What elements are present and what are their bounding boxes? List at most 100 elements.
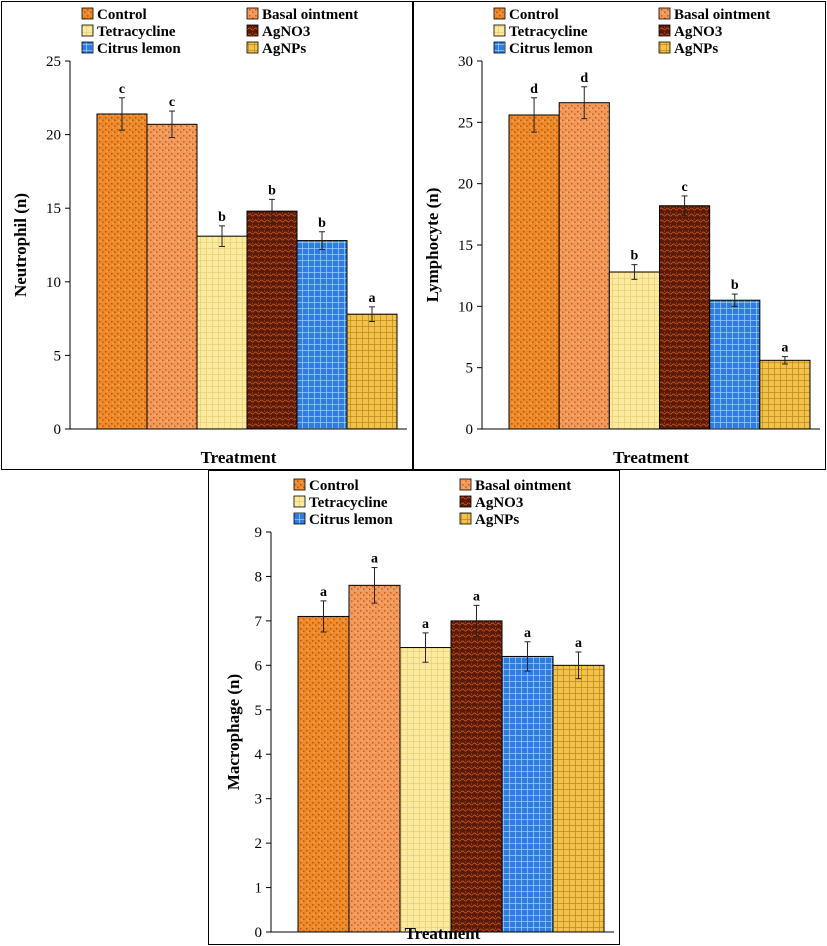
bar-basal-ointment (348, 584, 401, 933)
y-tick-label: 9 (255, 525, 263, 541)
y-tick-label: 5 (255, 703, 263, 719)
legend-label-control: Control (97, 7, 147, 23)
y-tick-label: 8 (255, 569, 263, 585)
y-tick-label: 10 (458, 299, 473, 315)
legend-swatch-tetracycline (493, 24, 506, 37)
y-tick-label: 25 (458, 115, 473, 131)
bar-agno3 (450, 620, 503, 933)
lymphocyte-chart: Control Basal ointment Tetracycline AgNO3 Ci… (423, 7, 820, 467)
sig-label-control: c (119, 82, 125, 97)
legend-label-agnps: AgNPs (262, 41, 306, 57)
bar-control (297, 615, 350, 933)
sig-label-citrus-lemon: a (524, 626, 531, 641)
legend-swatch-basal-ointment (459, 478, 472, 491)
legend-label-tetracycline: Tetracycline (97, 24, 176, 40)
neutrophil-chart-panel: Control Basal ointment Tetracycline AgNO3 Ci… (1, 1, 413, 470)
error-bar-agno3 (269, 198, 275, 224)
legend-label-citrus-lemon: Citrus lemon (97, 41, 181, 57)
legend-swatch-citrus-lemon (81, 41, 94, 54)
bar-tetracycline (196, 235, 248, 430)
legend-label-tetracycline: Tetracycline (309, 495, 388, 511)
legend-label-tetracycline: Tetracycline (509, 24, 588, 40)
legend-label-basal-ointment: Basal ointment (475, 478, 571, 494)
bar-basal-ointment (146, 123, 198, 430)
error-bar-citrus-lemon (731, 293, 738, 307)
error-bar-tetracycline (422, 632, 429, 663)
legend-label-agno3: AgNO3 (674, 24, 722, 40)
legend-swatch-citrus-lemon (493, 41, 506, 54)
legend-label-basal-ointment: Basal ointment (262, 7, 358, 23)
legend-swatch-control (293, 478, 306, 491)
sig-label-control: d (530, 82, 538, 97)
legend-swatch-basal-ointment (246, 7, 259, 20)
bar-tetracycline (399, 647, 452, 933)
legend-swatch-agnps (246, 41, 259, 54)
error-bar-basal-ointment (371, 567, 378, 604)
y-axis-title: Neutrophil (n) (11, 193, 30, 297)
error-bar-control (320, 600, 327, 633)
legend-swatch-agnps (459, 512, 472, 525)
error-bar-control (119, 97, 125, 131)
sig-label-basal-ointment: d (580, 71, 588, 86)
x-axis-title: Treatment (613, 448, 689, 467)
error-bar-basal-ointment (581, 86, 588, 120)
y-tick-label: 5 (54, 348, 62, 364)
y-tick-label: 3 (255, 792, 263, 808)
y-tick-label: 30 (458, 54, 473, 70)
macrophage-chart-panel: Control Basal ointment Tetracycline AgNO3 Ci… (208, 470, 620, 945)
error-bar-agnps (369, 306, 375, 323)
bar-control (508, 114, 560, 430)
y-tick-label: 2 (255, 836, 263, 852)
error-bar-agnps (781, 356, 788, 365)
sig-label-basal-ointment: c (169, 95, 175, 110)
legend-label-agnps: AgNPs (674, 41, 718, 57)
bar-citrus-lemon (501, 655, 554, 933)
sig-label-citrus-lemon: b (731, 278, 739, 293)
error-bar-tetracycline (631, 264, 638, 280)
y-tick-label: 20 (46, 128, 61, 144)
legend: Control Basal ointment Tetracycline AgNO3 Ci… (81, 7, 358, 57)
bar-basal-ointment (558, 102, 610, 430)
error-bar-tetracycline (219, 225, 225, 247)
lymphocyte-chart-panel: Control Basal ointment Tetracycline AgNO3 Ci… (413, 1, 826, 470)
y-tick-label: 7 (255, 614, 263, 630)
y-tick-label: 15 (458, 238, 473, 254)
sig-label-agno3: b (268, 183, 276, 198)
legend-label-agno3: AgNO3 (475, 495, 523, 511)
legend-swatch-control (81, 7, 94, 20)
y-tick-label: 0 (54, 422, 62, 438)
error-bar-citrus-lemon (524, 641, 531, 672)
legend-swatch-agno3 (658, 24, 671, 37)
legend-label-agno3: AgNO3 (262, 24, 310, 40)
legend-label-citrus-lemon: Citrus lemon (309, 512, 393, 528)
sig-label-agnps: a (575, 636, 582, 651)
y-axis-title: Lymphocyte (n) (423, 188, 442, 303)
macrophage-chart: Control Basal ointment Tetracycline AgNO3 Ci… (224, 478, 614, 943)
legend-swatch-tetracycline (293, 495, 306, 508)
bar-agno3 (659, 205, 711, 430)
sig-label-agnps: a (781, 341, 788, 356)
bar-control (96, 113, 148, 430)
sig-label-tetracycline: b (631, 249, 639, 264)
y-tick-label: 0 (466, 422, 474, 438)
legend-label-control: Control (309, 478, 359, 494)
legend-swatch-tetracycline (81, 24, 94, 37)
legend-label-agnps: AgNPs (475, 512, 519, 528)
error-bar-agno3 (681, 195, 688, 217)
legend: Control Basal ointment Tetracycline AgNO3 Ci… (293, 478, 571, 528)
y-tick-label: 10 (46, 275, 61, 291)
sig-label-agnps: a (369, 291, 376, 306)
y-tick-label: 5 (466, 361, 474, 377)
sig-label-agno3: c (681, 180, 687, 195)
legend-swatch-basal-ointment (658, 7, 671, 20)
sig-label-basal-ointment: a (371, 552, 378, 567)
y-tick-label: 6 (255, 658, 263, 674)
legend-label-control: Control (509, 7, 559, 23)
sig-label-control: a (320, 585, 327, 600)
legend-swatch-agnps (658, 41, 671, 54)
y-axis-title: Macrophage (n) (224, 674, 243, 790)
y-tick-label: 0 (255, 925, 263, 941)
legend-swatch-agno3 (459, 495, 472, 508)
error-bar-agnps (575, 651, 582, 680)
y-tick-label: 25 (46, 54, 61, 70)
